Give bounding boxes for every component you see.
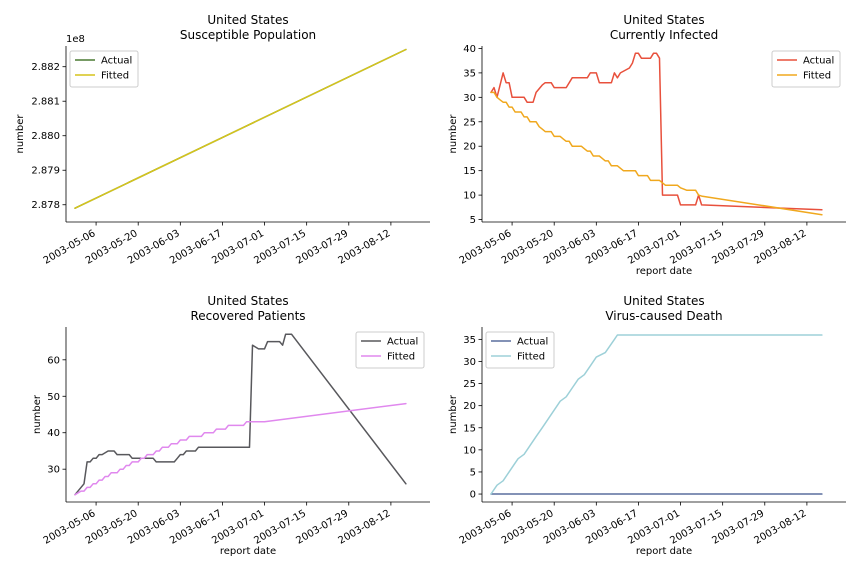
series-line-actual [490,52,823,211]
chart-title-location: United States [623,294,704,308]
chart-legend: Actual Fitted [69,50,139,88]
series-line-actual [74,333,407,496]
chart-title-metric: Currently Infected [610,28,718,42]
y-tick-label: 2.878 [31,200,60,211]
chart-panel-1: 2.8782.8792.8802.8812.8822003-05-062003-… [15,13,430,267]
legend-label-actual: Actual [517,337,548,348]
y-tick-label: 2.880 [31,131,60,142]
chart-title-location: United States [207,13,288,27]
y-tick-label: 2.881 [31,97,60,108]
chart-title-location: United States [623,13,704,27]
y-tick-label: 35 [463,68,476,79]
chart-panel-2: 5101520253035402003-05-062003-05-202003-… [448,13,846,277]
y-tick-label: 30 [463,93,476,104]
x-axis-label: report date [220,546,276,557]
y-offset-label: 1e8 [66,34,85,45]
y-tick-label: 25 [463,117,476,128]
y-tick-label: 5 [470,215,476,226]
y-axis-label: number [448,394,459,434]
y-tick-label: 2.882 [31,62,60,73]
x-axis-label: report date [636,546,692,557]
series-line-fitted [74,48,407,209]
y-tick-label: 50 [47,392,60,403]
y-tick-label: 10 [463,445,476,456]
series-line-fitted [74,402,407,496]
legend-label-actual: Actual [101,56,132,67]
legend-label-actual: Actual [387,337,418,348]
chart-legend: Actual Fitted [355,331,425,369]
chart-legend: Actual Fitted [485,331,555,369]
chart-title-metric: Virus-caused Death [605,309,722,323]
y-tick-label: 5 [470,467,476,478]
legend-label-fitted: Fitted [101,71,129,82]
legend-label-fitted: Fitted [387,352,415,363]
chart-panel-3: 304050602003-05-062003-05-202003-06-0320… [32,294,430,557]
y-tick-label: 40 [463,44,476,55]
x-axis-label: report date [636,266,692,277]
y-axis-label: number [15,114,26,154]
y-tick-label: 0 [470,490,476,501]
y-tick-label: 15 [463,423,476,434]
y-tick-label: 60 [47,355,60,366]
y-tick-label: 30 [463,357,476,368]
legend-label-actual: Actual [803,56,834,67]
y-axis-label: number [448,114,459,154]
y-tick-label: 20 [463,401,476,412]
y-tick-label: 20 [463,142,476,153]
y-tick-label: 10 [463,191,476,202]
y-tick-label: 2.879 [31,166,60,177]
y-tick-label: 35 [463,335,476,346]
y-tick-label: 15 [463,166,476,177]
chart-title-location: United States [207,294,288,308]
chart-title-metric: Susceptible Population [180,28,316,42]
y-axis-label: number [32,394,43,434]
chart-title-metric: Recovered Patients [190,309,305,323]
y-tick-label: 25 [463,379,476,390]
y-tick-label: 40 [47,428,60,439]
y-tick-label: 30 [47,465,60,476]
chart-legend: Actual Fitted [771,50,841,88]
chart-panel-4: 051015202530352003-05-062003-05-202003-0… [448,294,846,557]
legend-label-fitted: Fitted [517,352,545,363]
legend-label-fitted: Fitted [803,71,831,82]
series-line-fitted [490,91,823,216]
series-line-fitted [490,334,823,495]
